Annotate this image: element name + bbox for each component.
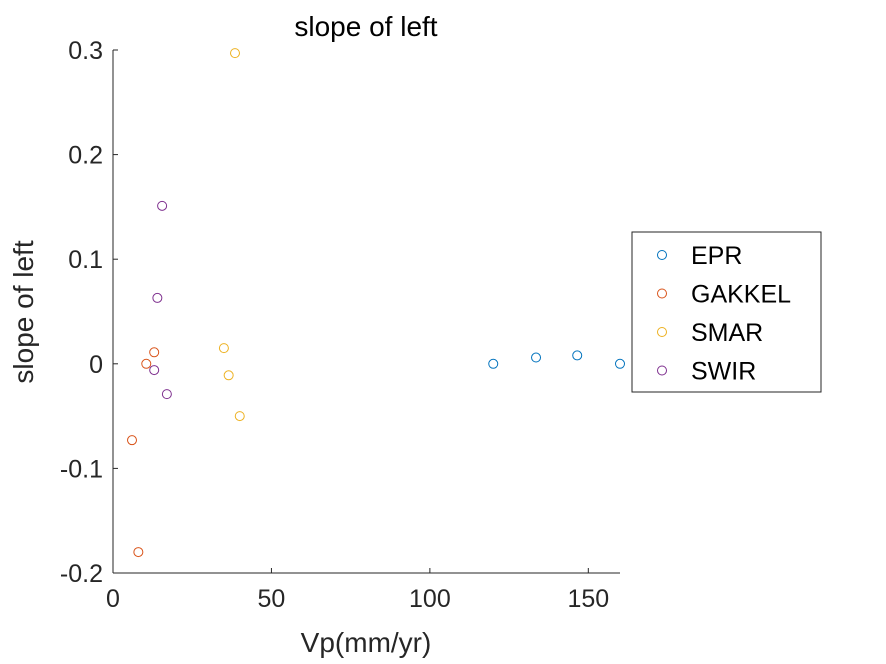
- y-tick-label: 0.1: [68, 246, 103, 274]
- axes: 0 50 100 150 -0.2 -0.1 0 0.1 0.2 0.3: [60, 37, 620, 613]
- data-point-smar: [218, 343, 229, 354]
- chart-title: slope of left: [294, 11, 437, 42]
- x-tick-label: 100: [409, 585, 451, 613]
- legend-marker: [657, 327, 667, 337]
- y-tick-label: 0.3: [68, 37, 103, 65]
- x-tick-label: 50: [258, 585, 286, 613]
- data-point-epr: [572, 350, 583, 361]
- data-point-gakkel: [133, 547, 144, 558]
- data-point-swir: [161, 389, 172, 400]
- data-point-swir: [152, 292, 163, 303]
- legend-marker: [657, 250, 667, 260]
- data-point-gakkel: [149, 347, 160, 358]
- data-point-smar: [234, 411, 245, 422]
- y-tick-label: -0.1: [60, 455, 103, 483]
- legend-label: GAKKEL: [691, 281, 791, 309]
- legend-label: SWIR: [691, 358, 756, 386]
- data-point-gakkel: [127, 435, 138, 446]
- legend: EPR GAKKEL SMAR SWIR: [631, 231, 822, 393]
- data-point-smar: [229, 48, 240, 59]
- legend-label: EPR: [691, 242, 742, 270]
- legend-marker: [657, 288, 667, 299]
- y-tick-label: 0: [89, 351, 103, 379]
- data-point-gakkel: [141, 358, 152, 369]
- legend-marker: [657, 365, 667, 376]
- y-tick-label: -0.2: [60, 560, 103, 588]
- x-axis-label: Vp(mm/yr): [301, 627, 432, 658]
- legend-label: SMAR: [691, 319, 763, 347]
- legend-box: [631, 231, 822, 393]
- x-tick-label: 150: [567, 585, 609, 613]
- data-point-epr: [531, 352, 542, 363]
- data-point-epr: [488, 358, 499, 369]
- data-point-swir: [157, 200, 168, 211]
- data-point-swir: [149, 365, 160, 376]
- data-point-epr: [615, 358, 625, 369]
- data-points: [127, 48, 625, 558]
- x-tick-label: 0: [106, 585, 120, 613]
- y-axis-label: slope of left: [8, 240, 39, 383]
- data-point-smar: [223, 370, 234, 381]
- y-tick-label: 0.2: [68, 142, 103, 170]
